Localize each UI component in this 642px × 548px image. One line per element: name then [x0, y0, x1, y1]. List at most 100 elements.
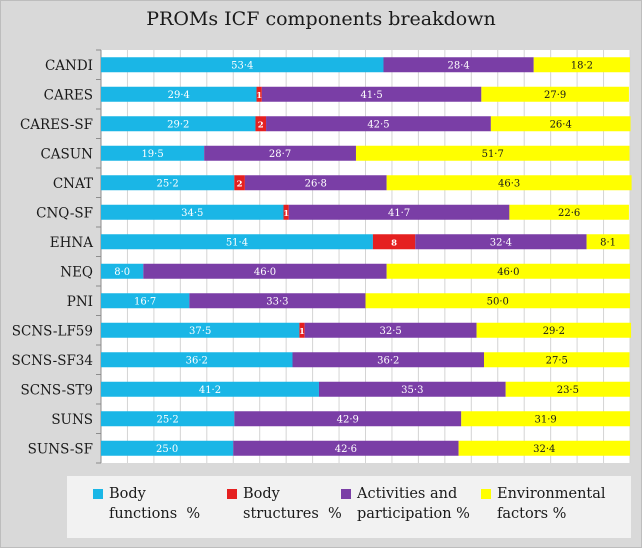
- bar-body-functions-scns-st9: [101, 381, 319, 397]
- category-label-cares: CARES: [44, 87, 93, 103]
- bar-environmental-factors-pni: [365, 293, 630, 309]
- legend-swatch-activities: [341, 489, 351, 499]
- legend-label-body-structures: Body structures %: [243, 486, 342, 522]
- data-label-body-functions-scns-lf59: 37·5: [189, 326, 211, 337]
- bar-environmental-factors-scns-lf59: [476, 322, 632, 338]
- data-label-activities-and-participation-ehna: 32·4: [490, 237, 512, 248]
- category-label-scns-lf59: SCNS-LF59: [12, 323, 93, 339]
- data-label-body-functions-cares-sf: 29·2: [167, 119, 189, 130]
- bar-body-functions-neq: [101, 263, 144, 279]
- bar-body-structures-ehna: [372, 234, 416, 250]
- data-label-environmental-factors-neq: 46·0: [497, 267, 519, 278]
- data-label-body-functions-casun: 19·5: [141, 149, 163, 160]
- bar-environmental-factors-casun: [355, 145, 630, 161]
- data-label-body-structures-scns-lf59: 1: [299, 327, 305, 337]
- bar-activities-and-participation-cnat: [244, 175, 387, 191]
- bar-environmental-factors-cares: [481, 86, 629, 102]
- data-label-body-functions-cnat: 25·2: [157, 178, 179, 189]
- bar-activities-and-participation-ehna: [415, 234, 587, 250]
- category-label-cnat: CNAT: [53, 176, 93, 192]
- bar-body-functions-cnat: [101, 175, 235, 191]
- data-label-activities-and-participation-pni: 33·3: [266, 296, 288, 307]
- bar-body-functions-suns: [101, 411, 235, 427]
- data-label-activities-and-participation-suns: 42·9: [337, 414, 359, 425]
- category-label-pni: PNI: [67, 294, 93, 310]
- bar-body-structures-scns-lf59: [299, 322, 305, 338]
- bar-environmental-factors-suns: [461, 411, 630, 427]
- data-label-body-functions-suns: 25·2: [157, 414, 179, 425]
- data-label-body-functions-cnq-sf: 34·5: [181, 208, 203, 219]
- legend-label-environmental: Environmental factors %: [497, 486, 606, 522]
- bar-body-functions-cnq-sf: [101, 204, 284, 220]
- bar-activities-and-participation-cares: [261, 86, 482, 102]
- bar-body-structures-cares-sf: [255, 116, 267, 132]
- data-label-environmental-factors-scns-st9: 23·5: [557, 385, 579, 396]
- data-label-body-structures-cares-sf: 2: [258, 120, 264, 130]
- category-label-ehna: EHNA: [50, 235, 93, 251]
- bar-activities-and-participation-scns-sf34: [292, 352, 484, 368]
- data-label-environmental-factors-ehna: 8·1: [600, 237, 616, 248]
- data-label-activities-and-participation-cnat: 26·8: [305, 178, 327, 189]
- data-label-body-structures-cnq-sf: 1: [283, 209, 289, 219]
- data-label-body-structures-cares: 1: [256, 91, 262, 101]
- data-label-activities-and-participation-scns-st9: 35·3: [401, 385, 423, 396]
- category-label-suns: SUNS: [51, 412, 93, 428]
- category-label-candi: CANDI: [45, 58, 93, 74]
- bar-body-functions-scns-sf34: [101, 352, 293, 368]
- legend-label-body-functions: Body functions %: [109, 486, 201, 522]
- category-label-suns-sf: SUNS-SF: [28, 441, 93, 457]
- data-label-activities-and-participation-cares-sf: 42·5: [367, 119, 389, 130]
- data-label-activities-and-participation-cnq-sf: 41·7: [388, 208, 410, 219]
- bar-activities-and-participation-scns-lf59: [304, 322, 477, 338]
- bar-activities-and-participation-neq: [143, 263, 387, 279]
- data-label-body-functions-pni: 16·7: [134, 296, 156, 307]
- bar-environmental-factors-ehna: [586, 234, 630, 250]
- legend-item-activities: Activities and participation %: [341, 484, 470, 524]
- bar-body-functions-casun: [101, 145, 205, 161]
- data-label-activities-and-participation-candi: 28·4: [447, 60, 469, 71]
- legend-swatch-environmental: [481, 489, 491, 499]
- bar-body-functions-ehna: [101, 234, 373, 250]
- bar-environmental-factors-neq: [386, 263, 630, 279]
- bar-environmental-factors-scns-st9: [505, 381, 630, 397]
- bar-environmental-factors-scns-sf34: [483, 352, 630, 368]
- bar-body-structures-cnat: [234, 175, 245, 191]
- data-label-body-functions-scns-st9: 41·2: [199, 385, 221, 396]
- legend-item-environmental: Environmental factors %: [481, 484, 606, 524]
- legend: Body functions % Body structures % Activ…: [67, 476, 631, 538]
- chart-title: PROMs ICF components breakdown: [146, 8, 496, 30]
- data-label-environmental-factors-cnq-sf: 22·6: [558, 208, 580, 219]
- data-label-environmental-factors-suns-sf: 32·4: [533, 444, 555, 455]
- bar-activities-and-participation-cares-sf: [266, 116, 491, 132]
- data-label-activities-and-participation-scns-lf59: 32·5: [379, 326, 401, 337]
- bar-body-functions-cares: [101, 86, 257, 102]
- bar-environmental-factors-candi: [533, 57, 630, 73]
- data-label-body-functions-scns-sf34: 36·2: [186, 355, 208, 366]
- bar-environmental-factors-cnq-sf: [509, 204, 629, 220]
- bar-body-structures-cnq-sf: [283, 204, 289, 220]
- category-label-neq: NEQ: [60, 264, 93, 280]
- bar-activities-and-participation-suns-sf: [233, 440, 459, 456]
- bar-body-structures-cares: [256, 86, 262, 102]
- data-label-body-functions-candi: 53·4: [231, 60, 253, 71]
- legend-swatch-body-functions: [93, 489, 103, 499]
- data-label-body-structures-cnat: 2: [237, 179, 243, 189]
- category-label-cnq-sf: CNQ-SF: [36, 205, 93, 221]
- data-label-environmental-factors-casun: 51·7: [482, 149, 504, 160]
- data-label-environmental-factors-scns-sf34: 27·5: [546, 355, 568, 366]
- category-label-cares-sf: CARES-SF: [20, 117, 93, 133]
- bar-activities-and-participation-cnq-sf: [288, 204, 510, 220]
- bar-body-functions-cares-sf: [101, 116, 256, 132]
- data-label-body-functions-ehna: 51·4: [226, 237, 248, 248]
- legend-label-activities: Activities and participation %: [357, 486, 470, 522]
- data-label-environmental-factors-pni: 50·0: [487, 296, 509, 307]
- bar-body-functions-pni: [101, 293, 190, 309]
- bar-environmental-factors-suns-sf: [458, 440, 630, 456]
- data-label-environmental-factors-cnat: 46·3: [498, 178, 520, 189]
- data-label-environmental-factors-suns: 31·9: [534, 414, 556, 425]
- bar-activities-and-participation-casun: [204, 145, 356, 161]
- data-label-activities-and-participation-suns-sf: 42·6: [335, 444, 357, 455]
- legend-item-body-functions: Body functions %: [93, 484, 200, 524]
- data-label-environmental-factors-cares-sf: 26·4: [550, 119, 572, 130]
